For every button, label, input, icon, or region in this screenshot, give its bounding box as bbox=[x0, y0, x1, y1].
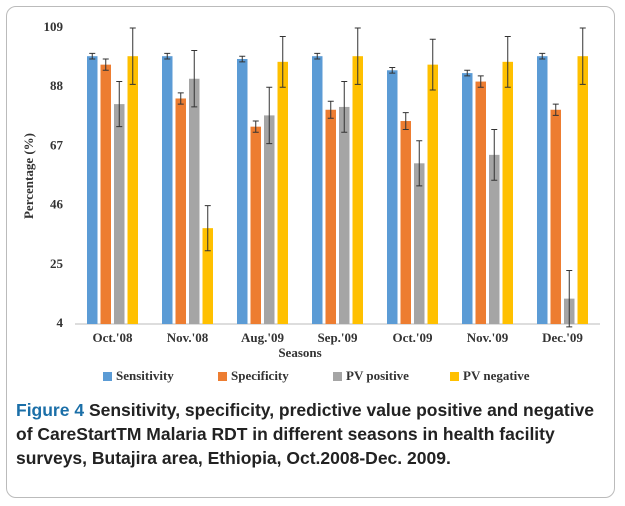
y-tick-label: 4 bbox=[57, 315, 64, 330]
legend-swatch bbox=[450, 372, 459, 381]
caption-label: Figure 4 bbox=[16, 400, 85, 420]
error-bar bbox=[579, 27, 586, 85]
error-bar bbox=[129, 27, 136, 85]
error-bar bbox=[102, 58, 109, 71]
error-bar bbox=[252, 120, 259, 133]
chart: Seasons Percentage (%) 4 25 46 67 88 109 Oct.'… bbox=[21, 19, 600, 383]
legend-label: Specificity bbox=[231, 368, 289, 383]
bar bbox=[325, 109, 336, 324]
bar bbox=[400, 121, 411, 325]
error-bar bbox=[402, 112, 409, 130]
bar bbox=[162, 56, 173, 324]
x-tick-label: Aug.'09 bbox=[241, 330, 284, 345]
error-bar bbox=[204, 205, 211, 252]
error-bar bbox=[341, 81, 348, 133]
bar bbox=[427, 64, 438, 325]
bar bbox=[202, 228, 213, 324]
bar bbox=[264, 115, 275, 324]
bar bbox=[175, 98, 186, 324]
y-axis-label: Percentage (%) bbox=[21, 133, 36, 219]
y-tick-label: 46 bbox=[50, 197, 64, 212]
error-bar bbox=[566, 269, 573, 328]
bar bbox=[550, 109, 561, 324]
error-bar bbox=[539, 52, 546, 60]
error-bar bbox=[327, 100, 334, 119]
x-tick-label: Sep.'09 bbox=[317, 330, 358, 345]
bar bbox=[537, 56, 548, 324]
bar bbox=[237, 59, 248, 325]
error-bar bbox=[239, 55, 246, 63]
error-bar bbox=[164, 52, 171, 60]
error-bar bbox=[89, 52, 96, 60]
error-bar bbox=[314, 52, 321, 60]
caption-text: Sensitivity, specificity, predictive val… bbox=[16, 400, 595, 468]
x-tick-label: Nov.'08 bbox=[167, 330, 209, 345]
bar bbox=[577, 56, 588, 324]
x-axis-label: Seasons bbox=[278, 345, 321, 360]
bar bbox=[87, 56, 98, 324]
error-bar bbox=[416, 140, 423, 187]
error-bar bbox=[116, 81, 123, 128]
legend-label: Sensitivity bbox=[116, 368, 174, 383]
error-bar bbox=[354, 27, 361, 85]
error-bar bbox=[266, 86, 273, 145]
legend-label: PV negative bbox=[463, 368, 530, 383]
legend-swatch bbox=[103, 372, 112, 381]
bar bbox=[277, 61, 288, 324]
error-bar bbox=[491, 128, 498, 181]
y-tick-label: 109 bbox=[44, 19, 64, 34]
bar bbox=[462, 73, 473, 324]
bar bbox=[312, 56, 323, 324]
bar bbox=[387, 70, 398, 325]
legend-label: PV positive bbox=[346, 368, 409, 383]
bar bbox=[414, 163, 425, 324]
legend-swatch bbox=[218, 372, 227, 381]
bar bbox=[339, 106, 350, 324]
x-tick-label: Nov.'09 bbox=[467, 330, 509, 345]
bar bbox=[352, 56, 363, 324]
bar bbox=[127, 56, 138, 324]
error-bar bbox=[429, 38, 436, 91]
y-tick-label: 25 bbox=[50, 256, 64, 271]
bar bbox=[189, 78, 200, 324]
x-tick-label: Dec.'09 bbox=[542, 330, 583, 345]
bar bbox=[100, 64, 111, 325]
bar bbox=[475, 81, 486, 324]
bar bbox=[489, 154, 500, 324]
error-bar bbox=[477, 75, 484, 88]
bar bbox=[114, 104, 125, 324]
error-bar bbox=[389, 66, 396, 74]
bar bbox=[502, 61, 513, 324]
legend-swatch bbox=[333, 372, 342, 381]
caption: Figure 4 Sensitivity, specificity, predi… bbox=[16, 398, 601, 470]
bar bbox=[250, 126, 261, 325]
x-tick-label: Oct.'09 bbox=[392, 330, 433, 345]
error-bar bbox=[552, 103, 559, 116]
error-bar bbox=[279, 35, 286, 88]
y-tick-label: 67 bbox=[50, 137, 64, 152]
error-bar bbox=[177, 92, 184, 105]
error-bar bbox=[191, 50, 198, 108]
error-bar bbox=[504, 35, 511, 88]
error-bar bbox=[464, 69, 471, 77]
figure-frame bbox=[6, 6, 615, 498]
y-tick-label: 88 bbox=[50, 78, 64, 93]
x-tick-label: Oct.'08 bbox=[92, 330, 133, 345]
